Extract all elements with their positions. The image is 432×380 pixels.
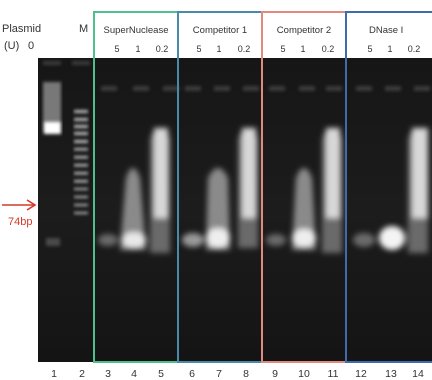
lane-number: 12 — [355, 368, 367, 380]
dose-label: 0.2 — [155, 44, 169, 54]
lane-number: 4 — [131, 368, 137, 380]
gel-image — [38, 58, 432, 362]
dose-label: 5 — [196, 44, 202, 54]
unit-zero-label: 0 — [28, 40, 35, 52]
lane-number: 2 — [79, 368, 85, 380]
lane-number: 10 — [298, 368, 310, 380]
group-title: Competitor 2 — [276, 25, 332, 36]
dose-label: 1 — [300, 44, 306, 54]
lane-number: 5 — [158, 368, 164, 380]
lane-number: 3 — [105, 368, 111, 380]
lane-number: 13 — [385, 368, 397, 380]
lane-number: 11 — [327, 368, 339, 380]
lane-number: 6 — [189, 368, 195, 380]
dose-label: 5 — [114, 44, 120, 54]
lane-number: 14 — [412, 368, 424, 380]
lane-number: 1 — [51, 368, 57, 380]
dose-label: 5 — [367, 44, 373, 54]
lane-number: 7 — [216, 368, 222, 380]
group-competitor-1: Competitor 1 5 1 0.2 — [177, 11, 263, 363]
dose-label: 0.2 — [407, 44, 421, 54]
group-competitor-2: Competitor 2 5 1 0.2 — [261, 11, 347, 363]
marker-size-label: 74bp — [8, 216, 33, 228]
dose-label: 0.2 — [321, 44, 335, 54]
group-dnase-i: DNase I 5 1 0.2 — [345, 11, 432, 363]
marker-label: M — [79, 23, 89, 35]
group-title: Competitor 1 — [192, 25, 248, 36]
lane-number: 8 — [243, 368, 249, 380]
dose-label: 1 — [387, 44, 393, 54]
group-supernuclease: SuperNuclease 5 1 0.2 — [93, 11, 179, 363]
group-title: SuperNuclease — [103, 25, 169, 36]
dose-label: 5 — [280, 44, 286, 54]
unit-label: (U) — [4, 40, 20, 52]
arrow-icon — [2, 199, 37, 211]
plasmid-label: Plasmid — [2, 23, 42, 35]
group-title: DNase I — [369, 25, 404, 36]
lane-number-row: 1 2 3 4 5 6 7 8 9 10 11 12 13 14 — [0, 366, 432, 380]
dose-label: 0.2 — [237, 44, 251, 54]
dose-label: 1 — [135, 44, 141, 54]
lane-number: 9 — [272, 368, 278, 380]
dose-label: 1 — [216, 44, 222, 54]
